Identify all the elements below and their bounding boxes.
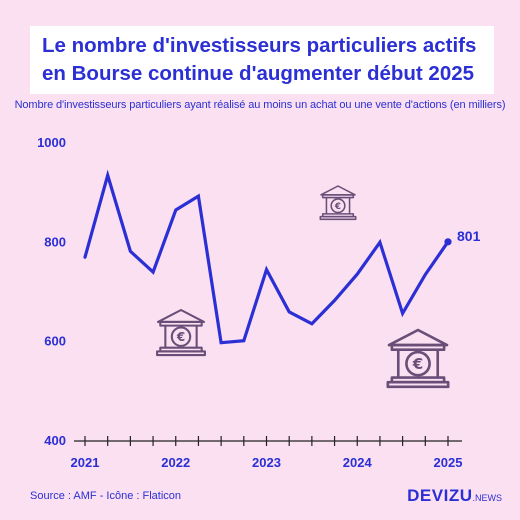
y-tick-label: 800 — [44, 234, 66, 249]
x-tick-label: 2024 — [343, 455, 373, 470]
x-tick-label: 2025 — [434, 455, 463, 470]
svg-text:€: € — [176, 330, 185, 344]
bank-euro-icon: € — [386, 328, 450, 389]
svg-text:€: € — [334, 202, 341, 212]
x-tick-label: 2023 — [252, 455, 281, 470]
end-point-marker — [444, 238, 452, 246]
brand-name: DEVIZU — [407, 486, 473, 505]
end-value-label: 801 — [457, 228, 481, 244]
x-axis — [74, 436, 462, 446]
svg-text:€: € — [412, 355, 424, 373]
icons-layer: € € € — [156, 185, 450, 389]
x-tick-labels: 2021 2022 2023 2024 2025 — [71, 455, 463, 470]
y-tick-label: 600 — [44, 334, 66, 349]
brand-logo[interactable]: DEVIZU.NEWS — [407, 486, 502, 506]
chart-subtitle: Nombre d'investisseurs particuliers ayan… — [14, 99, 506, 111]
data-points — [444, 238, 452, 246]
y-tick-label: 400 — [44, 433, 66, 448]
source-note: Source : AMF - Icône : Flaticon — [30, 490, 182, 502]
chart-title-line-1: Le nombre d'investisseurs particuliers a… — [42, 34, 477, 57]
chart-title-line-2: en Bourse continue d'augmenter début 202… — [42, 62, 475, 85]
y-axis: 400 600 800 1000 — [37, 135, 66, 448]
y-tick-label: 1000 — [37, 135, 66, 150]
brand-suffix: .NEWS — [472, 493, 502, 503]
x-tick-label: 2021 — [71, 455, 100, 470]
bank-euro-icon: € — [319, 185, 357, 221]
title-box: Le nombre d'investisseurs particuliers a… — [30, 26, 494, 94]
x-tick-label: 2022 — [161, 455, 190, 470]
bank-euro-icon: € — [156, 308, 206, 357]
series-line — [83, 169, 450, 345]
